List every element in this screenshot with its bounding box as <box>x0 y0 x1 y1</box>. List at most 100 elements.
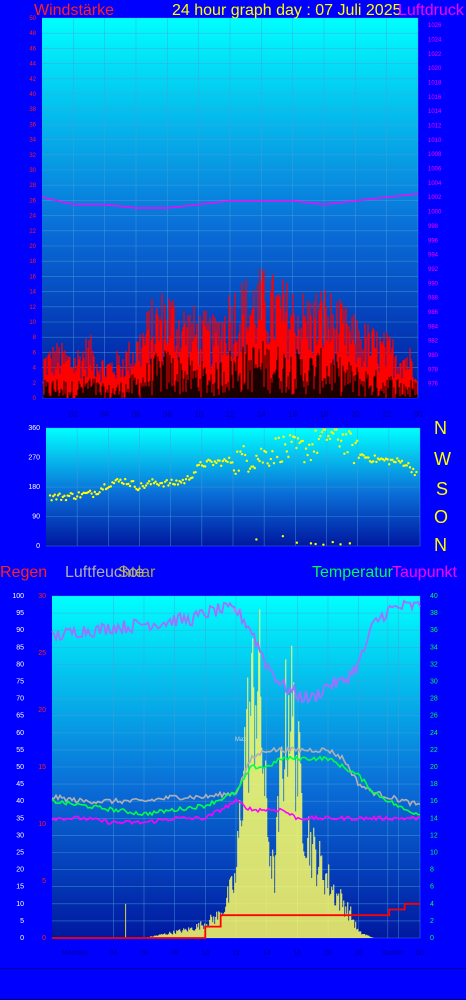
humidity-label: Luftfeuchte <box>65 564 145 581</box>
weather-x-tick-label: 14 <box>263 950 271 957</box>
direction-point <box>349 432 352 435</box>
wind-x-tick-label: 20 <box>351 410 360 419</box>
wind-tick-label: 16 <box>29 274 36 280</box>
temperature-tick-label: 6 <box>430 884 434 891</box>
direction-point <box>281 534 285 538</box>
direction-point <box>116 477 119 481</box>
pressure-tick-label: 992 <box>428 267 439 273</box>
direction-point <box>143 486 146 490</box>
temperature-tick-label: 14 <box>430 815 438 822</box>
direction-point <box>212 463 215 467</box>
wind-tick-label: 18 <box>29 259 36 265</box>
wind-x-tick-label: 16 <box>288 410 297 419</box>
weather-x-tick-label: 00 <box>416 950 424 957</box>
weather-x-tick-label: 08 <box>171 950 179 957</box>
wind-tick-label: 44 <box>29 62 36 68</box>
direction-point <box>98 491 101 494</box>
temperature-tick-label: 20 <box>430 764 438 771</box>
rain-tick-label: 25 <box>38 650 46 657</box>
humidity-tick-label: 30 <box>16 832 24 839</box>
weather-x-tick-label: 16 <box>293 950 301 957</box>
weather-x-tick-label: Set <box>393 950 404 957</box>
humidity-tick-label: 40 <box>16 798 24 805</box>
direction-point <box>282 435 285 439</box>
wind-tick-label: 22 <box>29 229 36 235</box>
direction-point <box>93 490 97 494</box>
direction-point <box>327 434 330 438</box>
direction-point <box>218 459 221 462</box>
wind-tick-label: 36 <box>29 122 36 128</box>
temperature-label: Temperatur <box>312 564 393 581</box>
wind-tick-label: 30 <box>29 168 36 174</box>
direction-point <box>381 457 384 461</box>
direction-point <box>408 466 412 469</box>
direction-point <box>50 499 53 502</box>
direction-point <box>400 459 404 463</box>
direction-point <box>322 543 325 546</box>
direction-point <box>63 494 66 498</box>
temperature-tick-label: 24 <box>430 730 438 737</box>
indoor-temperature-line <box>51 745 421 807</box>
direction-point <box>231 461 234 464</box>
wind-tick-label: 6 <box>33 350 37 356</box>
direction-point <box>48 494 52 497</box>
direction-point <box>340 439 343 442</box>
direction-letter-w: W <box>434 449 451 469</box>
direction-point <box>181 478 184 482</box>
direction-point <box>236 450 239 453</box>
temperature-tick-label: 22 <box>430 747 438 754</box>
direction-point <box>304 447 308 450</box>
direction-point <box>284 443 287 446</box>
direction-point <box>336 438 340 441</box>
direction-point <box>319 434 322 438</box>
direction-point <box>324 428 327 431</box>
direction-point <box>90 492 93 495</box>
direction-point <box>344 433 348 436</box>
direction-point <box>76 495 79 498</box>
weather-x-tick-label: 10 <box>201 950 209 957</box>
direction-point <box>247 470 250 473</box>
pressure-tick-label: 1002 <box>428 195 442 201</box>
wind-x-tick-label: 14 <box>257 410 266 419</box>
humidity-tick-label: 100 <box>12 593 24 600</box>
direction-point <box>288 433 292 437</box>
direction-point <box>152 482 156 485</box>
direction-point <box>407 462 410 465</box>
direction-point <box>295 446 298 450</box>
direction-point <box>362 454 365 457</box>
humidity-tick-label: 80 <box>16 661 24 668</box>
direction-point <box>346 451 349 454</box>
direction-point <box>316 451 319 455</box>
temperature-tick-label: 2 <box>430 918 434 925</box>
pressure-tick-label: 1026 <box>428 23 442 29</box>
direction-point <box>170 478 173 481</box>
direction-point <box>397 459 400 462</box>
direction-point <box>208 459 212 462</box>
pressure-tick-label: 988 <box>428 296 439 302</box>
direction-point <box>228 456 231 460</box>
humidity-tick-label: 75 <box>16 679 24 686</box>
direction-point <box>331 540 334 544</box>
pressure-tick-label: 1006 <box>428 167 442 173</box>
direction-point <box>260 447 263 450</box>
direction-point <box>330 430 333 434</box>
direction-letter-s: S <box>436 479 449 499</box>
direction-point <box>287 455 290 459</box>
direction-point <box>109 485 113 488</box>
direction-point <box>373 454 376 457</box>
wind-x-tick-label: 02 <box>69 410 78 419</box>
humidity-tick-label: 85 <box>16 644 24 651</box>
temperature-tick-label: 12 <box>430 832 438 839</box>
direction-point <box>138 487 141 490</box>
humidity-tick-label: 5 <box>20 918 24 925</box>
direction-point <box>173 483 176 486</box>
direction-point <box>240 452 244 456</box>
direction-point <box>239 450 242 453</box>
pressure-tick-label: 978 <box>428 367 439 373</box>
direction-point <box>215 461 218 465</box>
humidity-tick-label: 15 <box>16 884 24 891</box>
direction-point <box>332 432 335 435</box>
temperature-tick-label: 36 <box>430 627 438 634</box>
direction-point <box>149 482 152 486</box>
wind-x-tick-label: 10 <box>194 410 203 419</box>
